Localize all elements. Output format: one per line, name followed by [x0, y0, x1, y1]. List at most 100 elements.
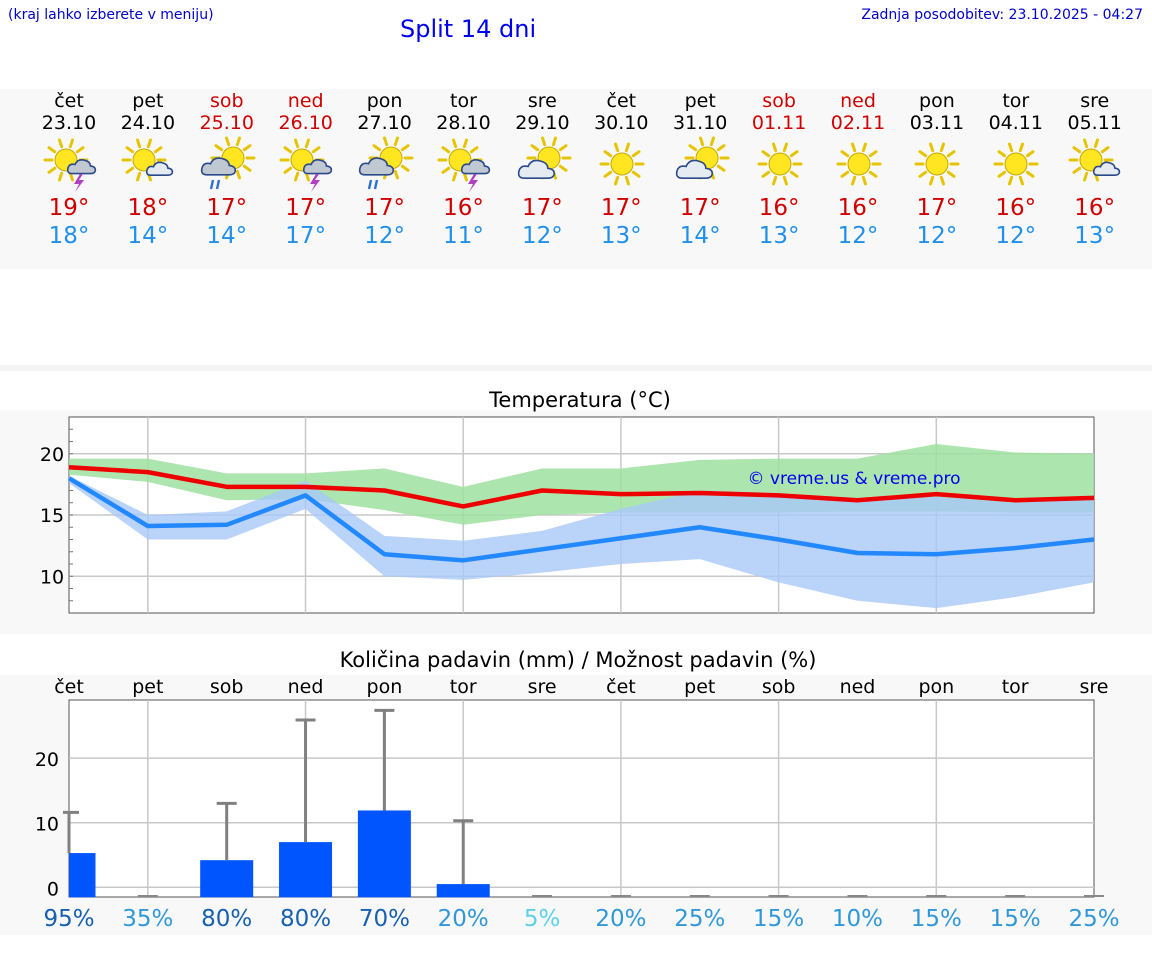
precipitation-probability: 15% — [990, 906, 1041, 932]
min-temperature: 17° — [285, 223, 327, 249]
forecast-day: sob 01.11 16° 13° — [740, 90, 819, 250]
day-category-label: pet — [684, 676, 715, 698]
day-name: tor — [450, 90, 477, 112]
day-category-label: čet — [54, 676, 84, 698]
day-date: 31.10 — [672, 112, 728, 134]
forecast-day: tor 28.10 16° 11° — [424, 90, 503, 250]
day-date: 29.10 — [515, 112, 570, 134]
precipitation-probability: 80% — [280, 906, 331, 932]
sun-shape — [836, 142, 881, 186]
sun-shape — [993, 142, 1039, 186]
day-name: čet — [54, 90, 84, 112]
sun-cloud-storm-icon — [43, 138, 96, 192]
y-tick-label: 20 — [40, 444, 64, 466]
forecast-day: pon 27.10 17° 12° — [345, 90, 424, 250]
forecast-day: pon 03.11 17° 12° — [897, 90, 976, 250]
sun-cloud-rain-icon — [201, 136, 256, 190]
y-tick-label: 10 — [35, 814, 59, 836]
day-date: 23.10 — [41, 112, 97, 134]
sun-shape — [757, 142, 803, 186]
sun-small-cloud-icon — [121, 138, 174, 182]
precipitation-bar — [279, 842, 333, 898]
day-date: 04.11 — [988, 112, 1043, 134]
temperature-chart: Temperatura (°C) © vreme.us & vreme.pro 10… — [0, 388, 1152, 634]
day-name: ned — [840, 90, 876, 112]
max-temperature: 16° — [1074, 195, 1116, 221]
precipitation-chart-title: Količina padavin (mm) / Možnost padavin … — [340, 648, 817, 672]
min-temperature: 13° — [600, 223, 642, 249]
max-temperature: 17° — [285, 195, 327, 221]
forecast-day: tor 04.11 16° 12° — [976, 90, 1055, 250]
day-name: čet — [606, 90, 637, 112]
sun-cloud-storm-icon — [279, 138, 333, 192]
precipitation-probability: 20% — [438, 906, 489, 932]
day-date: 03.11 — [909, 112, 965, 134]
max-temperature: 17° — [600, 195, 642, 221]
forecast-day: sob 25.10 17° 14° — [187, 90, 266, 250]
min-temperature: 12° — [995, 223, 1037, 249]
last-update-timestamp: Zadnja posodobitev: 23.10.2025 - 04:27 — [861, 7, 1143, 23]
forecast-day: ned 02.11 16° 12° — [819, 90, 898, 250]
min-temperature: 18° — [48, 223, 90, 249]
precipitation-probability: 15% — [911, 906, 962, 932]
day-date: 01.11 — [751, 112, 807, 134]
sun-icon — [599, 142, 645, 186]
max-temperature: 16° — [837, 195, 879, 221]
y-tick-label: 0 — [47, 878, 59, 900]
precipitation-probability: 5% — [524, 906, 561, 932]
max-temperature: 16° — [758, 195, 800, 221]
day-category-label: ned — [288, 676, 324, 698]
max-temperature: 17° — [364, 195, 405, 221]
day-date: 27.10 — [357, 112, 412, 134]
sun-icon — [757, 142, 803, 186]
forecast-day: sre 29.10 17° 12° — [503, 90, 582, 250]
min-temperature: 14° — [127, 223, 169, 249]
day-date: 25.10 — [199, 112, 254, 134]
max-temperature: 17° — [206, 195, 248, 221]
max-temperature: 17° — [522, 195, 563, 221]
forecast-day: pet 24.10 18° 14° — [108, 90, 187, 250]
precipitation-bar — [200, 860, 254, 898]
sun-shape — [599, 142, 645, 186]
precipitation-chart: Količina padavin (mm) / Možnost padavin … — [0, 648, 1152, 935]
day-category-label: sre — [1080, 676, 1109, 698]
min-temperature: 14° — [679, 223, 721, 249]
day-name: pon — [366, 90, 403, 112]
watermark: © vreme.us & vreme.pro — [747, 469, 960, 489]
min-temperature: 12° — [916, 223, 958, 249]
sun-shape — [43, 138, 88, 182]
precipitation-probability: 35% — [122, 906, 173, 932]
day-category-label: pon — [367, 676, 403, 698]
day-date: 24.10 — [120, 112, 176, 134]
max-temperature: 19° — [48, 195, 90, 221]
day-category-label: čet — [606, 676, 636, 698]
y-tick-label: 20 — [35, 749, 59, 771]
day-name: sre — [527, 90, 557, 112]
page-title: Split 14 dni — [400, 15, 537, 43]
forecast-strip — [0, 89, 1152, 269]
sun-icon — [836, 142, 881, 186]
day-date: 30.10 — [594, 112, 649, 134]
day-category-label: pet — [132, 676, 163, 698]
sun-storm-icon — [437, 138, 491, 192]
day-name: tor — [1002, 90, 1030, 112]
day-category-label: sob — [762, 676, 796, 698]
precipitation-probability: 10% — [832, 906, 883, 932]
day-name: ned — [287, 90, 324, 112]
sun-shape — [914, 142, 960, 186]
day-name: pon — [919, 90, 955, 112]
y-tick-label: 15 — [40, 505, 64, 527]
day-category-label: sob — [210, 676, 244, 698]
max-temperature: 18° — [127, 195, 169, 221]
sun-icon — [993, 142, 1039, 186]
y-tick-label: 10 — [40, 566, 64, 588]
day-category-label: ned — [840, 676, 876, 698]
precipitation-probability: 20% — [595, 906, 646, 932]
forecast-day: pet 31.10 17° 14° — [661, 90, 740, 250]
sun-small-cloud-icon — [1068, 138, 1121, 182]
temperature-chart-title: Temperatura (°C) — [488, 388, 671, 412]
day-name: pet — [132, 90, 164, 112]
sun-cloud-icon — [675, 136, 730, 180]
location-menu-hint: (kraj lahko izberete v meniju) — [8, 7, 214, 23]
precipitation-probability: 25% — [1068, 906, 1119, 932]
